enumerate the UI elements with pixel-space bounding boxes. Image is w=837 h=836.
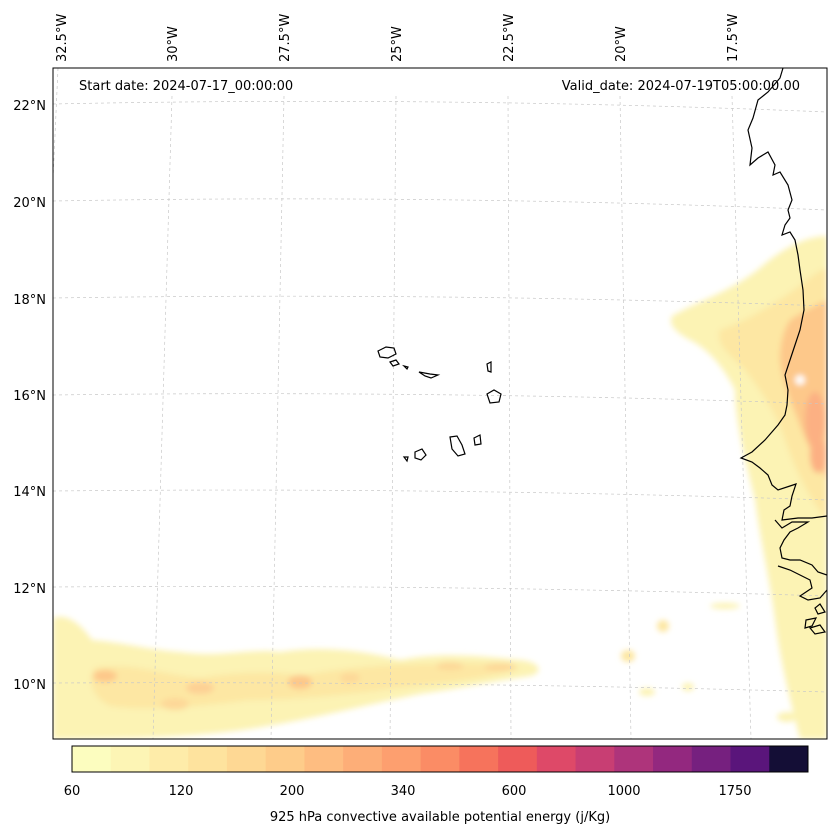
lon-label: 20°W [614, 26, 629, 62]
colorbar [72, 746, 809, 772]
colorbar-segment [769, 746, 809, 772]
colorbar-segment [149, 746, 189, 772]
island-boa-vista [486, 389, 502, 404]
lat-label: 14°N [13, 485, 46, 500]
cape-core [810, 437, 826, 473]
cape-spot [161, 698, 189, 710]
lon-label: 32.5°W [55, 14, 70, 62]
colorbar-segment [265, 746, 305, 772]
cape-patch [621, 650, 635, 662]
colorbar-tick-label: 1000 [607, 784, 640, 799]
colorbar-ticks: 60 120 200 340 600 1000 1750 [64, 784, 752, 799]
cape-spot [186, 682, 214, 694]
island-fogo [414, 448, 427, 461]
valid-date-label: Valid_date: 2024-07-19T05:00:00.00 [562, 79, 800, 94]
map-frame [52, 67, 828, 740]
latitude-labels: 22°N 20°N 18°N 16°N 14°N 12°N 10°N [13, 99, 46, 693]
colorbar-tick-label: 600 [502, 784, 527, 799]
lon-label: 30°W [166, 26, 181, 62]
lat-label: 20°N [13, 196, 46, 211]
cape-patch [682, 683, 694, 691]
colorbar-segment [420, 746, 460, 772]
graticule [53, 68, 827, 739]
lat-label: 16°N [13, 389, 46, 404]
colorbar-segment [614, 746, 654, 772]
cape-spot [436, 662, 464, 670]
colorbar-tick-label: 1750 [718, 784, 751, 799]
colorbar-segment [343, 746, 383, 772]
cape-spot [484, 663, 516, 671]
island-sal [486, 361, 492, 373]
colorbar-segment [730, 746, 770, 772]
colorbar-segment [691, 746, 732, 772]
island-santo-antao [377, 346, 397, 359]
lon-label: 27.5°W [278, 14, 293, 62]
lon-label: 25°W [390, 26, 405, 62]
colorbar-segment [226, 746, 267, 772]
cape-spot [288, 675, 312, 689]
lon-label: 17.5°W [726, 14, 741, 62]
cape-patch [639, 688, 655, 696]
cape-spot [93, 670, 117, 682]
colorbar-segment [110, 746, 150, 772]
colorbar-tick-label: 200 [280, 784, 305, 799]
cape-spot [340, 673, 360, 683]
colorbar-tick-label: 120 [169, 784, 194, 799]
colorbar-segment [653, 746, 693, 772]
island-santiago [449, 435, 466, 457]
lon-label: 22.5°W [502, 14, 517, 62]
cape-core [805, 392, 825, 448]
island-sao-vicente [389, 359, 400, 367]
colorbar-tick-label: 340 [391, 784, 416, 799]
lat-label: 10°N [13, 678, 46, 693]
colorbar-segment [304, 746, 344, 772]
colorbar-segment [575, 746, 615, 772]
colorbar-title: 925 hPa convective available potential e… [270, 810, 610, 825]
island-sao-nicolau [418, 371, 441, 379]
map-area [53, 68, 827, 739]
island-maio [473, 434, 482, 446]
lat-label: 22°N [13, 99, 46, 114]
colorbar-segment [536, 746, 577, 772]
cape-patch [777, 712, 797, 722]
lat-label: 18°N [13, 293, 46, 308]
colorbar-segment [188, 746, 228, 772]
lat-label: 12°N [13, 582, 46, 597]
colorbar-frame [71, 745, 809, 773]
colorbar-segment [381, 746, 422, 772]
colorbar-segment [459, 746, 499, 772]
start-date-label: Start date: 2024-07-17_00:00:00 [79, 79, 293, 94]
africa-coastline [739, 68, 827, 635]
cape-patch [710, 603, 740, 609]
colorbar-segment [498, 746, 538, 772]
island-santa-luzia [402, 364, 409, 371]
cape-hole [795, 375, 805, 385]
colorbar-tick-label: 60 [64, 784, 81, 799]
colorbar-segment [72, 746, 112, 772]
cape-patch [657, 620, 669, 632]
cape-verde-islands [377, 346, 502, 463]
island-brava [402, 456, 409, 463]
longitude-labels: 32.5°W 30°W 27.5°W 25°W 22.5°W 20°W 17.5… [55, 14, 741, 62]
